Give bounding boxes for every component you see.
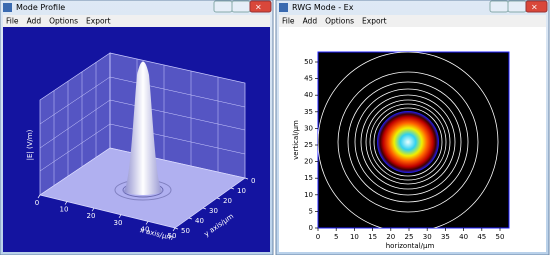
x-tick-label: 0 xyxy=(316,233,320,241)
window-left: × xyxy=(0,0,274,255)
z-axis-label: |E| (V/m) xyxy=(26,129,34,160)
x-tick xyxy=(145,221,149,225)
menu-item[interactable]: File xyxy=(282,17,295,26)
y-tick xyxy=(174,227,179,230)
menu-item[interactable]: Add xyxy=(27,17,42,26)
y-tick-label: 35 xyxy=(304,108,313,116)
y-tick-label: 45 xyxy=(304,75,313,83)
close-button[interactable] xyxy=(249,0,272,13)
y-tick-label: 25 xyxy=(304,141,313,149)
x-tick-label: 0 xyxy=(35,199,39,207)
menu-item[interactable]: File xyxy=(6,17,19,26)
x-tick-label: 50 xyxy=(168,232,177,240)
x-tick xyxy=(64,201,68,205)
x-tick-label: 25 xyxy=(405,233,414,241)
x-tick xyxy=(118,214,122,218)
x-tick-label: 5 xyxy=(334,233,338,241)
x-axis-label: horizontal/μm xyxy=(386,242,435,250)
maximize-button[interactable] xyxy=(231,0,251,13)
x-tick-label: 40 xyxy=(141,225,150,233)
menu-bar xyxy=(3,15,270,27)
x-tick-label: 50 xyxy=(496,233,505,241)
close-glyph: × xyxy=(255,3,262,12)
y-tick-label: 50 xyxy=(181,227,190,235)
x-tick-label: 40 xyxy=(459,233,468,241)
app-icon xyxy=(279,3,288,12)
x-tick xyxy=(172,227,176,232)
y-tick-label: 10 xyxy=(237,187,246,195)
mode-core xyxy=(377,111,439,173)
menu-item[interactable]: Options xyxy=(49,17,78,26)
window-title: RWG Mode - Ex xyxy=(292,3,354,12)
y-tick-label: 40 xyxy=(195,217,204,225)
x-tick-label: 35 xyxy=(441,233,450,241)
menu-item[interactable]: Add xyxy=(303,17,318,26)
x-tick xyxy=(91,208,95,212)
y-tick-label: 50 xyxy=(304,58,313,66)
minimize-button[interactable] xyxy=(213,0,233,13)
x-tick-label: 30 xyxy=(423,233,432,241)
contours xyxy=(318,52,499,228)
x-tick-label: 10 xyxy=(60,206,69,214)
y-tick-label: 10 xyxy=(304,191,313,199)
y-tick-label: 5 xyxy=(309,207,313,215)
y-tick-label: 15 xyxy=(304,174,313,182)
window-right: × xyxy=(275,0,550,255)
y-tick xyxy=(202,207,207,210)
x-tick-label: 45 xyxy=(477,233,486,241)
y-tick-label: 30 xyxy=(209,207,218,215)
y-tick xyxy=(188,217,193,220)
x-tick-label: 10 xyxy=(350,233,359,241)
menu-item[interactable]: Export xyxy=(362,17,387,26)
menu-bar xyxy=(279,15,546,27)
x-tick xyxy=(37,194,41,199)
close-glyph: × xyxy=(531,3,538,12)
x-tick-label: 15 xyxy=(368,233,377,241)
menu-item[interactable]: Options xyxy=(325,17,354,26)
y-axis-label: vertical/μm xyxy=(292,120,300,160)
app-icon xyxy=(3,3,12,12)
y-tick-label: 0 xyxy=(309,224,313,232)
x-tick-label: 20 xyxy=(87,212,96,220)
y-tick-label: 40 xyxy=(304,91,313,99)
maximize-button[interactable] xyxy=(507,0,527,13)
y-tick xyxy=(216,197,221,200)
x-tick-label: 30 xyxy=(114,219,123,227)
minimize-button[interactable] xyxy=(489,0,509,13)
y-tick-label: 30 xyxy=(304,124,313,132)
menu-item[interactable]: Export xyxy=(86,17,111,26)
y-tick-label: 20 xyxy=(223,197,232,205)
y-tick-label: 0 xyxy=(251,177,255,185)
y-tick xyxy=(244,177,249,180)
x-tick-label: 20 xyxy=(386,233,395,241)
close-button[interactable] xyxy=(525,0,548,13)
y-tick-label: 20 xyxy=(304,158,313,166)
mode-peak xyxy=(123,61,163,195)
y-tick xyxy=(230,187,235,190)
window-title: Mode Profile xyxy=(16,3,65,12)
